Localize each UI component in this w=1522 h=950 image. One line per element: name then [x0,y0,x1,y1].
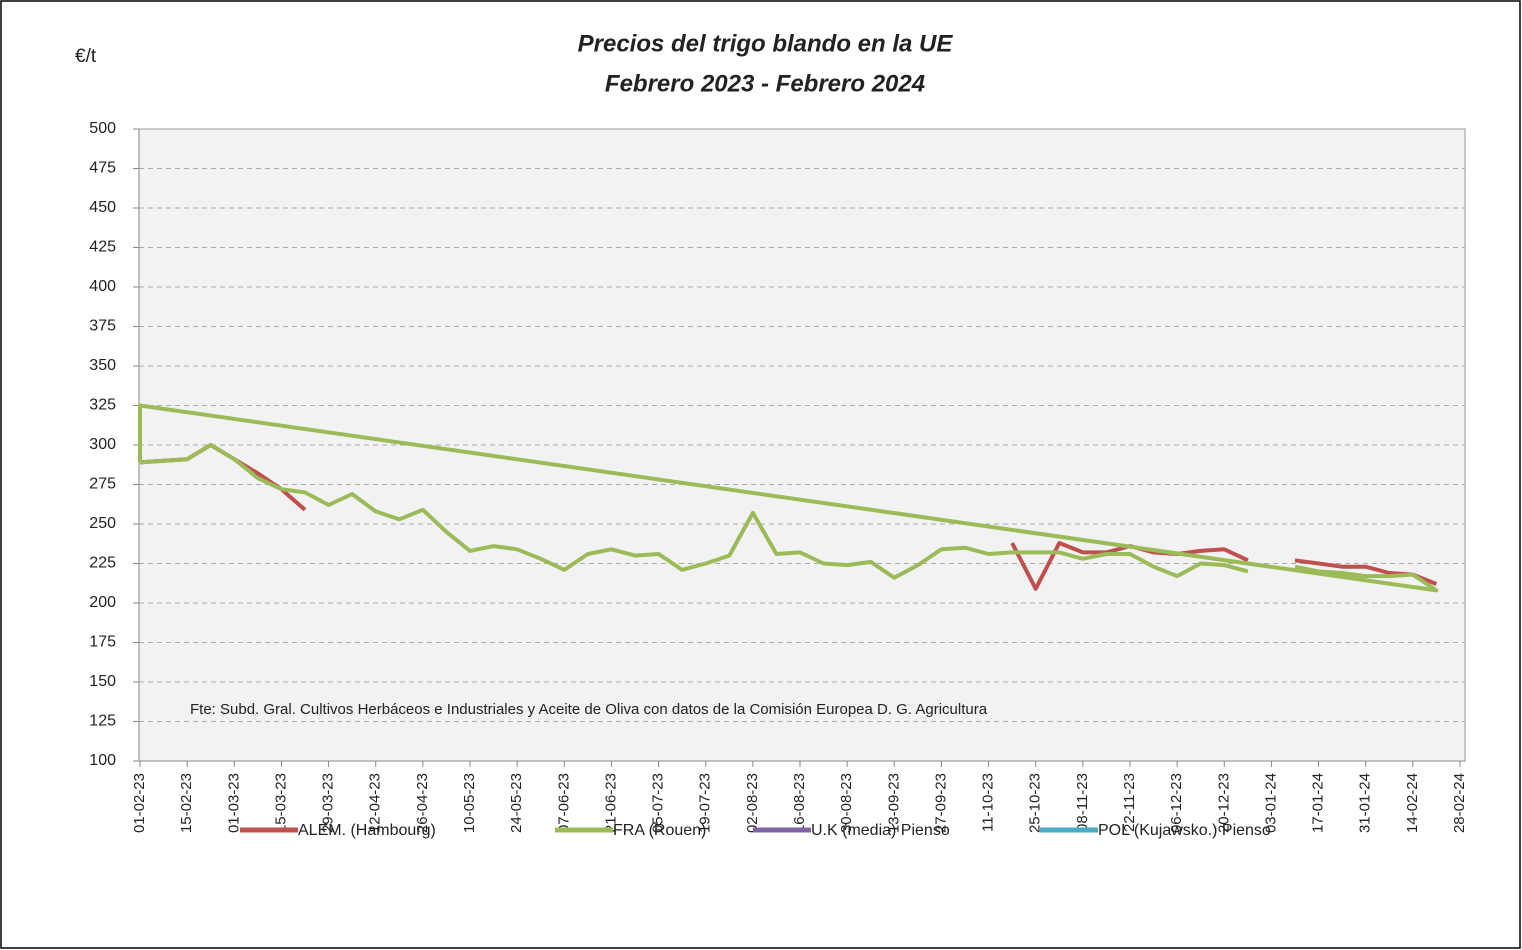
x-tick-label: 12-04-23 [367,773,384,833]
y-tick-label: 425 [89,239,116,256]
chart-title: Precios del trigo blando en la UE [578,30,954,57]
y-tick-label: 275 [89,476,116,493]
series-line [138,403,1439,593]
x-tick-label: 10-05-23 [461,773,478,833]
y-tick-label: 250 [89,515,116,532]
x-tick-label: 14-02-24 [1404,773,1421,833]
x-tick-label: 01-02-23 [131,773,148,833]
x-tick-label: 28-02-24 [1451,773,1468,833]
x-tick-label: 02-08-23 [744,773,761,833]
x-tick-label: 25-10-23 [1027,773,1044,833]
x-tick-label: 20-12-23 [1215,773,1232,833]
y-tick-label: 500 [89,120,116,137]
y-tick-label: 125 [89,713,116,730]
legend-label: FRA (Rouen) [613,822,706,839]
y-tick-label: 375 [89,318,116,335]
x-tick-label: 15-03-23 [272,773,289,833]
x-tick-label: 13-09-23 [885,773,902,833]
x-tick-label: 30-08-23 [838,773,855,833]
series-line [139,443,1249,580]
y-tick-label: 225 [89,555,116,572]
x-tick-label: 07-06-23 [555,773,572,833]
y-tick-label: 200 [89,594,116,611]
y-tick-label: 475 [89,160,116,177]
x-tick-label: 03-01-24 [1262,773,1279,833]
y-axis-label: €/t [75,46,97,67]
y-tick-label: 450 [89,199,116,216]
y-tick-label: 100 [89,752,116,769]
y-tick-label: 400 [89,278,116,295]
x-tick-label: 26-04-23 [414,773,431,833]
legend-label: ALEM. (Hambourg) [298,822,436,839]
x-tick-label: 05-07-23 [650,773,667,833]
x-tick-label: 24-05-23 [508,773,525,833]
legend-label: POL (Kujawsko.) Pienso [1098,822,1271,839]
x-tick-label: 08-11-23 [1074,773,1091,832]
x-tick-label: 31-01-24 [1357,773,1374,833]
x-tick-label: 01-03-23 [225,773,242,833]
x-tick-label: 29-03-23 [320,773,337,833]
y-tick-label: 325 [89,397,116,414]
x-tick-label: 15-02-23 [178,773,195,833]
x-tick-label: 17-01-24 [1310,773,1327,833]
x-tick-label: 19-07-23 [697,773,714,833]
x-tick-label: 06-12-23 [1168,773,1185,833]
x-tick-label: 22-11-23 [1121,773,1138,832]
y-tick-label: 350 [89,357,116,374]
legend-label: U.K (media) Pienso [811,822,950,839]
y-tick-label: 150 [89,673,116,690]
chart-subtitle: Febrero 2023 - Febrero 2024 [605,70,925,97]
y-tick-label: 175 [89,634,116,651]
y-tick-label: 300 [89,436,116,453]
x-tick-label: 11-10-23 [980,773,997,832]
x-tick-label: 21-06-23 [602,773,619,833]
source-note: Fte: Subd. Gral. Cultivos Herbáceos e In… [190,701,988,718]
x-tick-label: 16-08-23 [791,773,808,833]
x-tick-label: 27-09-23 [932,773,949,833]
